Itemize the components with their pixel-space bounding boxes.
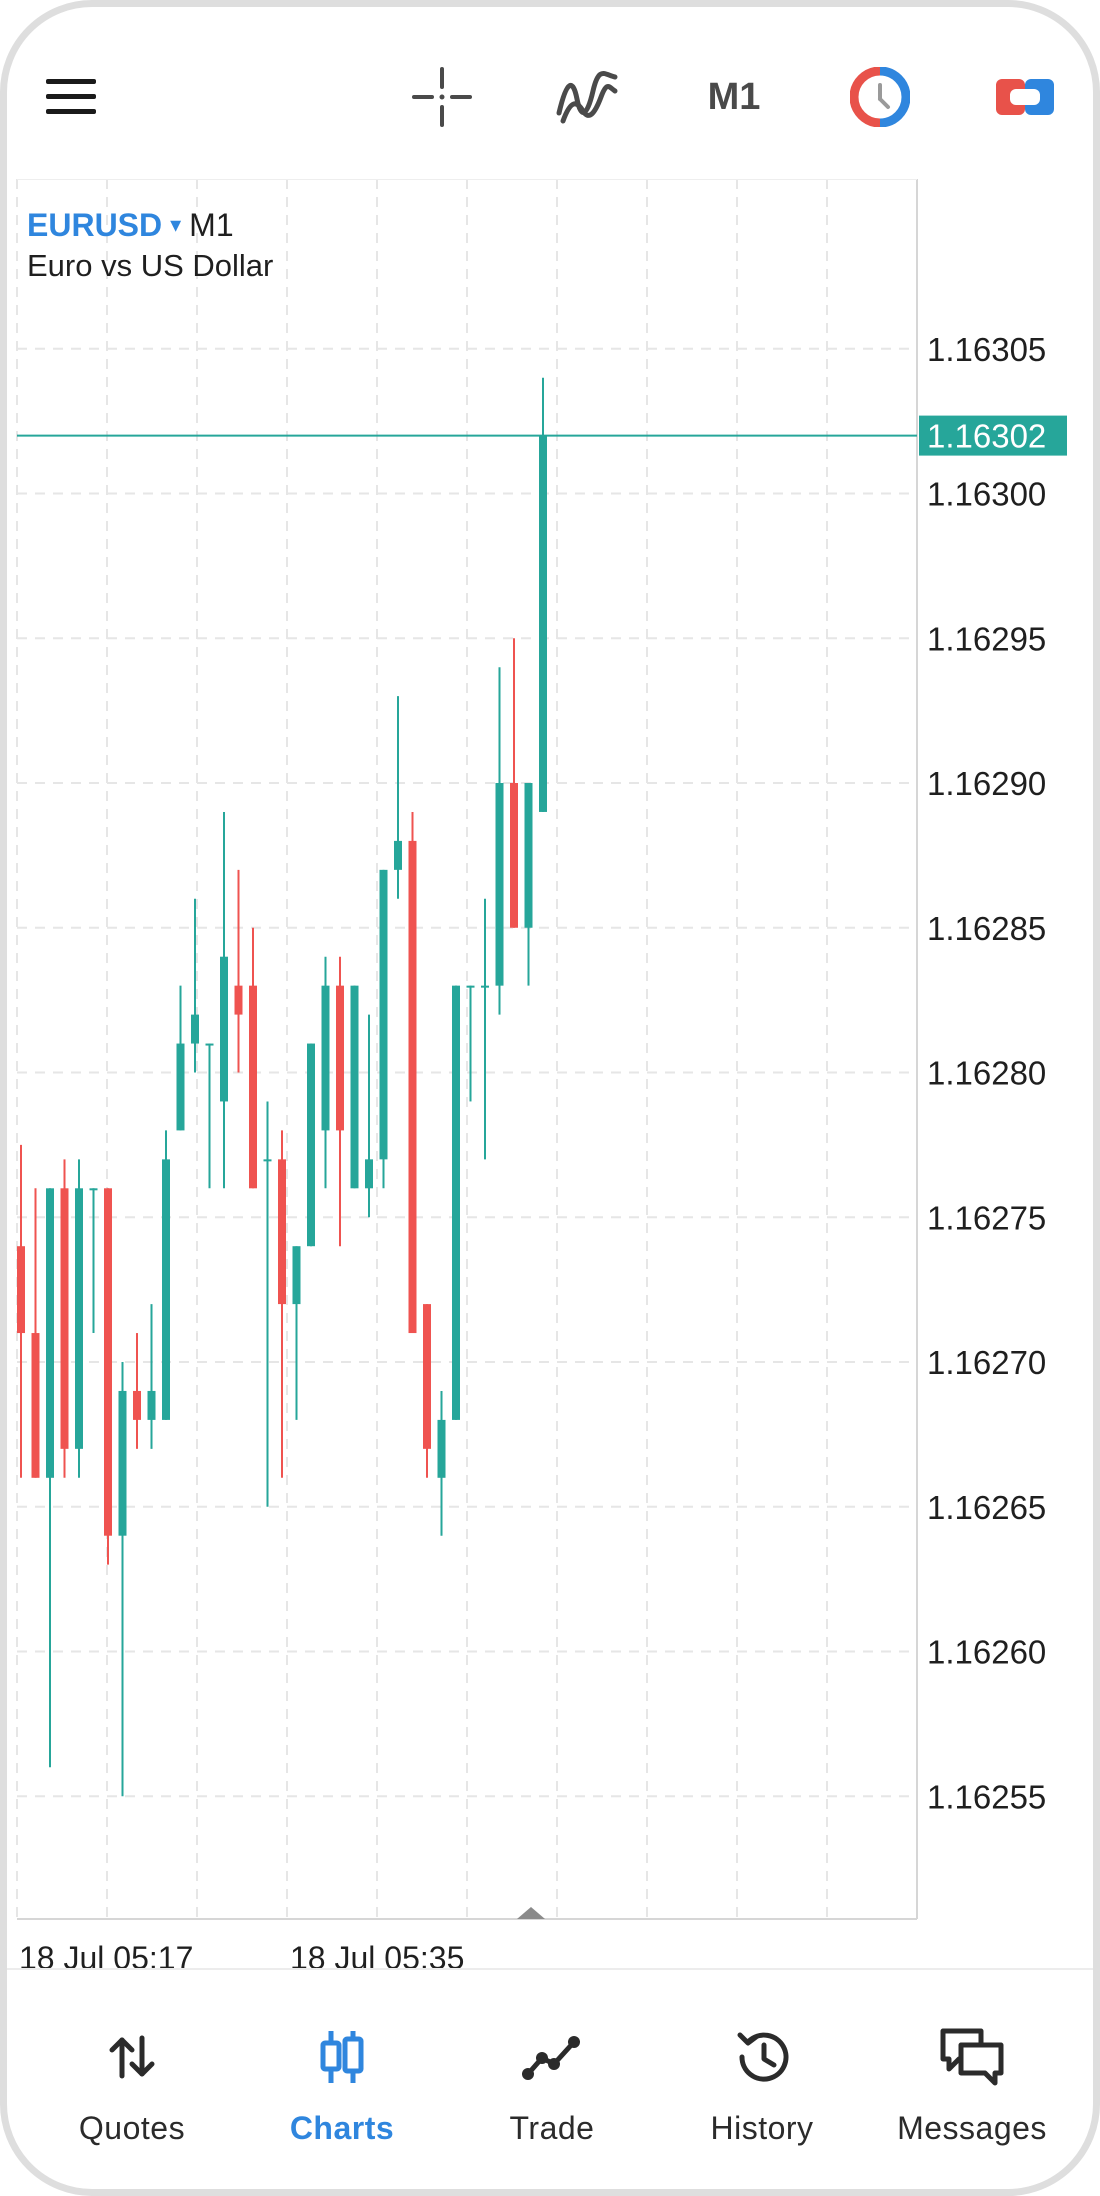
menu-icon <box>46 79 96 114</box>
candle-body <box>60 1188 69 1449</box>
current-price-label: 1.16302 <box>927 418 1046 455</box>
price-axis-label: 1.16285 <box>927 910 1046 947</box>
candle-body <box>495 783 504 986</box>
candle-body <box>205 1043 214 1046</box>
candle-body <box>191 1014 199 1044</box>
messages-icon <box>940 2028 1004 2086</box>
crosshair-icon <box>412 67 472 127</box>
chart-canvas[interactable]: 1.16305 1.16300 1.16295 1.16290 1.16285 1.162… <box>7 179 1100 1979</box>
candle-body <box>31 1333 40 1478</box>
candle-body <box>292 1246 301 1305</box>
price-axis-label: 1.16280 <box>927 1055 1046 1092</box>
candle-body <box>249 985 257 1189</box>
candle-body <box>336 985 344 1131</box>
candle-body <box>104 1188 112 1536</box>
price-axis-label: 1.16300 <box>927 476 1046 513</box>
charts-icon <box>320 2031 364 2083</box>
price-axis-label: 1.16255 <box>927 1778 1046 1815</box>
trade-panel-icon <box>996 79 1054 115</box>
candle-body <box>147 1390 156 1420</box>
candle-body <box>162 1159 170 1420</box>
candle-body <box>437 1419 446 1478</box>
indicators-button[interactable] <box>547 57 627 137</box>
candle-body <box>481 985 489 988</box>
candle-body <box>321 985 330 1131</box>
symbol-info: EURUSD ▾ M1 Euro vs US Dollar <box>27 205 273 287</box>
candle-body <box>350 985 359 1189</box>
price-axis-label: 1.16290 <box>927 765 1046 802</box>
candle-body <box>133 1390 141 1420</box>
candle-body <box>278 1159 286 1305</box>
timeframe-label: M1 <box>707 75 761 118</box>
trade-panel-button[interactable] <box>985 57 1065 137</box>
candle-body <box>379 869 388 1160</box>
nav-label: History <box>710 2110 814 2146</box>
timeframe-button[interactable]: M1 <box>694 57 774 137</box>
indicators-icon <box>556 71 618 124</box>
candle-body <box>510 783 518 928</box>
candle-body <box>176 1043 185 1131</box>
symbol-timeframe: M1 <box>189 207 234 243</box>
current-price-badge <box>919 415 1067 456</box>
nav-label: Messages <box>897 2110 1047 2146</box>
nav-history[interactable]: History <box>657 2022 867 2172</box>
price-axis-label: 1.16305 <box>927 331 1046 368</box>
candle-body <box>539 435 547 812</box>
candle-body <box>365 1159 373 1189</box>
nav-label: Quotes <box>78 2110 186 2146</box>
quotes-icon <box>109 2035 155 2079</box>
candle-body <box>17 1246 25 1334</box>
candle-body <box>307 1043 315 1247</box>
candle-body <box>46 1188 54 1478</box>
nav-label: Trade <box>509 2110 595 2146</box>
symbol-dropdown-icon[interactable]: ▾ <box>170 212 182 237</box>
symbol-description: Euro vs US Dollar <box>27 248 274 283</box>
price-axis-label: 1.16270 <box>927 1344 1046 1381</box>
one-click-trading-icon <box>850 67 910 127</box>
candle-body <box>89 1188 98 1191</box>
candle-body <box>394 840 402 870</box>
chart-area[interactable]: 1.16305 1.16300 1.16295 1.16290 1.16285 1.162… <box>7 179 1100 1979</box>
candle-body <box>408 840 417 1334</box>
history-icon <box>737 2032 789 2082</box>
candle-body <box>263 1159 272 1162</box>
one-click-trading-button[interactable] <box>840 57 920 137</box>
nav-messages[interactable]: Messages <box>867 2022 1077 2172</box>
symbol-selector[interactable]: EURUSD <box>27 207 163 243</box>
nav-quotes[interactable]: Quotes <box>27 2022 237 2172</box>
chart-shift-marker <box>517 1907 545 1919</box>
price-axis-label: 1.16275 <box>927 1199 1046 1236</box>
price-axis-label: 1.16295 <box>927 620 1046 657</box>
candle-body <box>75 1188 83 1449</box>
candle-body <box>452 985 460 1420</box>
trade-icon <box>522 2036 580 2080</box>
nav-charts[interactable]: Charts <box>237 2022 447 2172</box>
candle-body <box>234 985 243 1015</box>
price-axis-label: 1.16265 <box>927 1489 1046 1526</box>
price-axis-label: 1.16260 <box>927 1634 1046 1671</box>
nav-label: Charts <box>289 2110 395 2146</box>
candle-body <box>466 985 475 988</box>
candle-body <box>423 1304 431 1449</box>
crosshair-button[interactable] <box>402 57 482 137</box>
menu-button[interactable] <box>32 57 112 137</box>
top-toolbar: M1 <box>7 7 1093 179</box>
nav-trade[interactable]: Trade <box>447 2022 657 2172</box>
candle-body <box>118 1390 127 1536</box>
candle-body <box>524 783 533 928</box>
candle-body <box>220 956 228 1102</box>
